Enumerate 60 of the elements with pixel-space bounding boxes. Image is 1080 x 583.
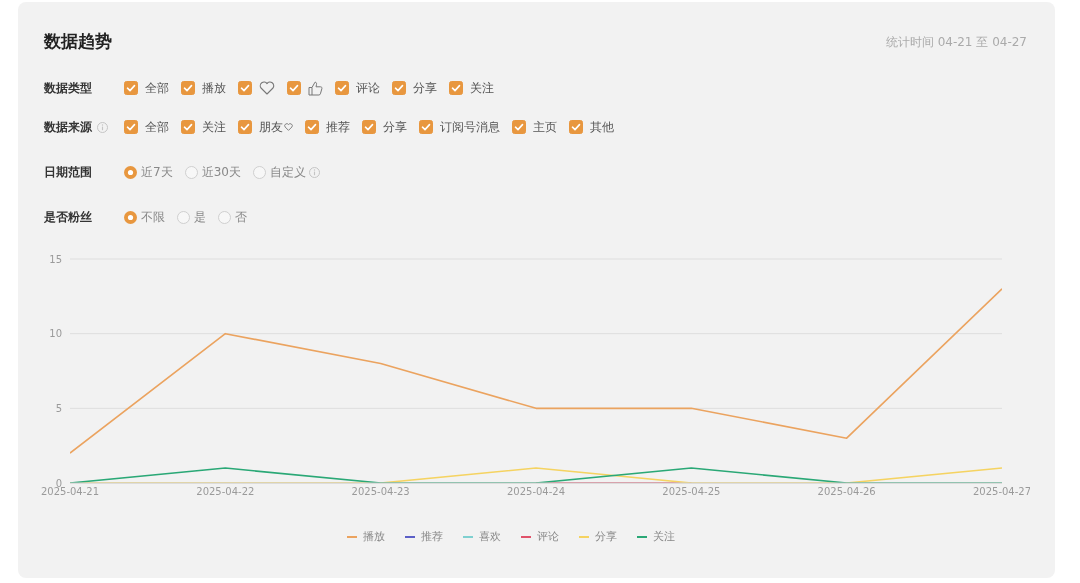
legend-label: 推荐 (421, 530, 443, 543)
y-tick-label: 10 (49, 328, 62, 340)
text: 是否粉丝 (44, 208, 92, 226)
x-tick-label: 2025-04-24 (506, 486, 566, 498)
text: 不限 (141, 208, 165, 226)
checkbox[interactable] (335, 81, 349, 95)
text: 订阅号消息 (440, 118, 500, 136)
checkbox[interactable] (569, 120, 583, 134)
checkbox[interactable] (238, 81, 252, 95)
text: 数据类型 (44, 79, 92, 97)
y-tick-label: 0 (55, 477, 62, 489)
x-tick-label: 2025-04-27 (972, 486, 1032, 498)
legend-label: 播放 (363, 530, 385, 543)
text: 其他 (590, 118, 614, 136)
text: 否 (235, 208, 247, 226)
text: 自定义 (269, 163, 306, 181)
text: 关注 (470, 79, 494, 97)
text: 日期范围 (44, 163, 92, 181)
chart-title: 数据趋势 (44, 31, 112, 51)
legend-label: 分享 (595, 530, 617, 543)
checkbox[interactable] (362, 120, 376, 134)
text: 分享 (383, 118, 407, 136)
checkbox[interactable] (392, 81, 406, 95)
text: 推荐 (326, 118, 350, 136)
legend-label: 喜欢 (479, 530, 501, 543)
checkbox[interactable] (305, 120, 319, 134)
legend-label: 评论 (537, 530, 559, 543)
text: 是 (194, 208, 206, 226)
x-tick-label: 2025-04-21 (40, 486, 100, 498)
selected-radio-button[interactable] (124, 210, 137, 224)
x-tick-label: 2025-04-25 (662, 486, 721, 498)
text: 播放 (202, 79, 226, 97)
checkbox[interactable] (181, 120, 195, 134)
selected-radio-button[interactable] (124, 165, 137, 179)
line-series (70, 288, 1002, 454)
checkbox[interactable] (512, 120, 526, 134)
checkbox[interactable] (419, 120, 433, 134)
text: 主页 (533, 118, 557, 136)
checkbox[interactable] (124, 81, 138, 95)
x-tick-label: 2025-04-26 (817, 486, 876, 498)
text: 分享 (413, 79, 437, 97)
checkbox[interactable] (181, 81, 195, 95)
checkbox[interactable] (287, 81, 301, 95)
text: 关注 (202, 118, 226, 136)
text: 朋友 (259, 118, 283, 136)
text: 近7天 (141, 163, 173, 181)
checkbox[interactable] (449, 81, 463, 95)
text: 评论 (356, 79, 380, 97)
text: 数据来源 (44, 118, 92, 136)
chart-subtitle: 统计时间 04-21 至 04-27 (885, 35, 1027, 49)
x-tick-label: 2025-04-23 (351, 486, 410, 498)
y-tick-label: 5 (55, 402, 62, 414)
legend-label: 关注 (653, 530, 675, 543)
checkbox[interactable] (124, 120, 138, 134)
text: 近30天 (201, 163, 241, 181)
y-tick-label: 15 (49, 253, 62, 265)
checkbox[interactable] (238, 120, 252, 134)
text: 全部 (145, 79, 169, 97)
text: 全部 (145, 118, 169, 136)
x-tick-label: 2025-04-22 (196, 486, 255, 498)
